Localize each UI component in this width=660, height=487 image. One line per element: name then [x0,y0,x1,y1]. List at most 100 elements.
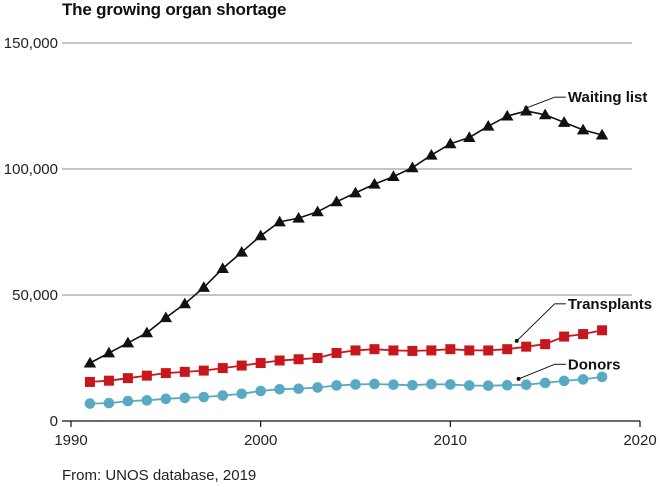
waiting-list-point [501,109,514,121]
y-tick-label: 50,000 [12,287,58,304]
waiting-list-line [89,110,603,364]
donors-point [501,379,513,391]
waiting-list-point [557,116,571,127]
source-note: From: UNOS database, 2019 [62,467,257,484]
donors-label: Donors [568,356,621,373]
donors-point [577,374,589,385]
transplants-point [331,347,342,358]
transplants-point [407,345,418,356]
donors-point [312,382,323,393]
transplants-point [312,353,323,363]
waiting-list-point [311,205,324,217]
donors-point [255,385,266,397]
donors-point [426,378,437,390]
donors-point [103,397,115,409]
transplants-point [464,345,475,356]
donors-point [407,379,418,391]
waiting-list-leader-dot [524,106,529,111]
transplants-point [236,360,247,371]
waiting-list-point [216,262,229,274]
transplants-point [350,345,361,356]
waiting-list-point [349,186,362,198]
donors-point [84,398,96,409]
transplants-point [122,373,133,384]
waiting-list-point [538,108,552,120]
transplants-point [597,325,608,336]
waiting-list-point [197,281,210,292]
x-tick-label: 2000 [244,432,277,449]
waiting-list-point [159,311,173,323]
donors-point [482,380,494,392]
transplants-point [103,375,114,386]
chart-title: The growing organ shortage [62,0,287,19]
waiting-list-point [292,211,305,223]
y-tick-label: 100,000 [4,161,58,178]
transplants-point [540,339,551,350]
waiting-list-point [254,229,267,241]
donors-point [122,395,134,407]
y-tick-label: 0 [50,413,58,430]
waiting-list-point [330,195,343,207]
waiting-list-point [463,131,476,142]
transplants-point [84,376,95,387]
donors-point [388,379,399,391]
waiting-list-point [102,346,116,358]
transplants-point [369,344,380,355]
donors-point [539,377,551,389]
donors-point [179,392,191,404]
waiting-list-point [83,356,97,368]
donors-leader-line [518,363,555,380]
transplants-point [179,366,190,377]
waiting-list-point [387,170,400,182]
waiting-list-point [520,104,533,116]
waiting-list-point [406,161,419,173]
waiting-list-point [121,336,135,348]
waiting-list-point [368,177,381,189]
transplants-point [198,365,209,376]
waiting-list-leader-line [526,96,555,109]
transplants-point [483,345,494,356]
donors-point [464,380,475,391]
transplants-point [388,345,399,356]
transplants-point [559,331,570,342]
transplants-point [217,363,228,374]
transplants-point [426,345,437,356]
transplants-point [274,355,285,366]
transplants-point [255,358,266,369]
waiting-list-point [178,297,191,309]
donors-point [141,395,153,406]
transplants-point [578,329,589,340]
transplants-point [502,344,513,355]
x-tick-label: 1990 [54,432,87,449]
donors-point [445,379,456,390]
donors-point [217,390,229,401]
donors-point [369,378,380,390]
donors-point [331,380,342,391]
x-tick-label: 2010 [434,432,467,449]
donors-point [160,393,172,405]
transplants-leader-line [516,303,555,342]
waiting-list-point [444,137,457,149]
donors-leader-dot [516,376,521,381]
waiting-list-point [425,148,438,160]
transplants-point [521,341,532,352]
transplants-point [445,344,456,355]
donors-point [520,379,532,391]
waiting-list-point [235,245,248,257]
donors-point [198,391,210,403]
donors-point [596,371,608,383]
y-tick-label: 150,000 [4,35,58,52]
transplants-leader-dot [514,338,519,343]
waiting-list-label: Waiting list [568,89,647,106]
waiting-list-point [273,215,286,227]
x-tick-label: 2020 [623,432,656,449]
donors-point [293,383,304,395]
transplants-point [293,354,304,365]
transplants-point [160,368,171,379]
transplants-point [141,370,152,381]
donors-point [236,388,247,400]
transplants-line [89,329,603,383]
waiting-list-point [595,128,609,140]
donors-point [558,375,570,387]
